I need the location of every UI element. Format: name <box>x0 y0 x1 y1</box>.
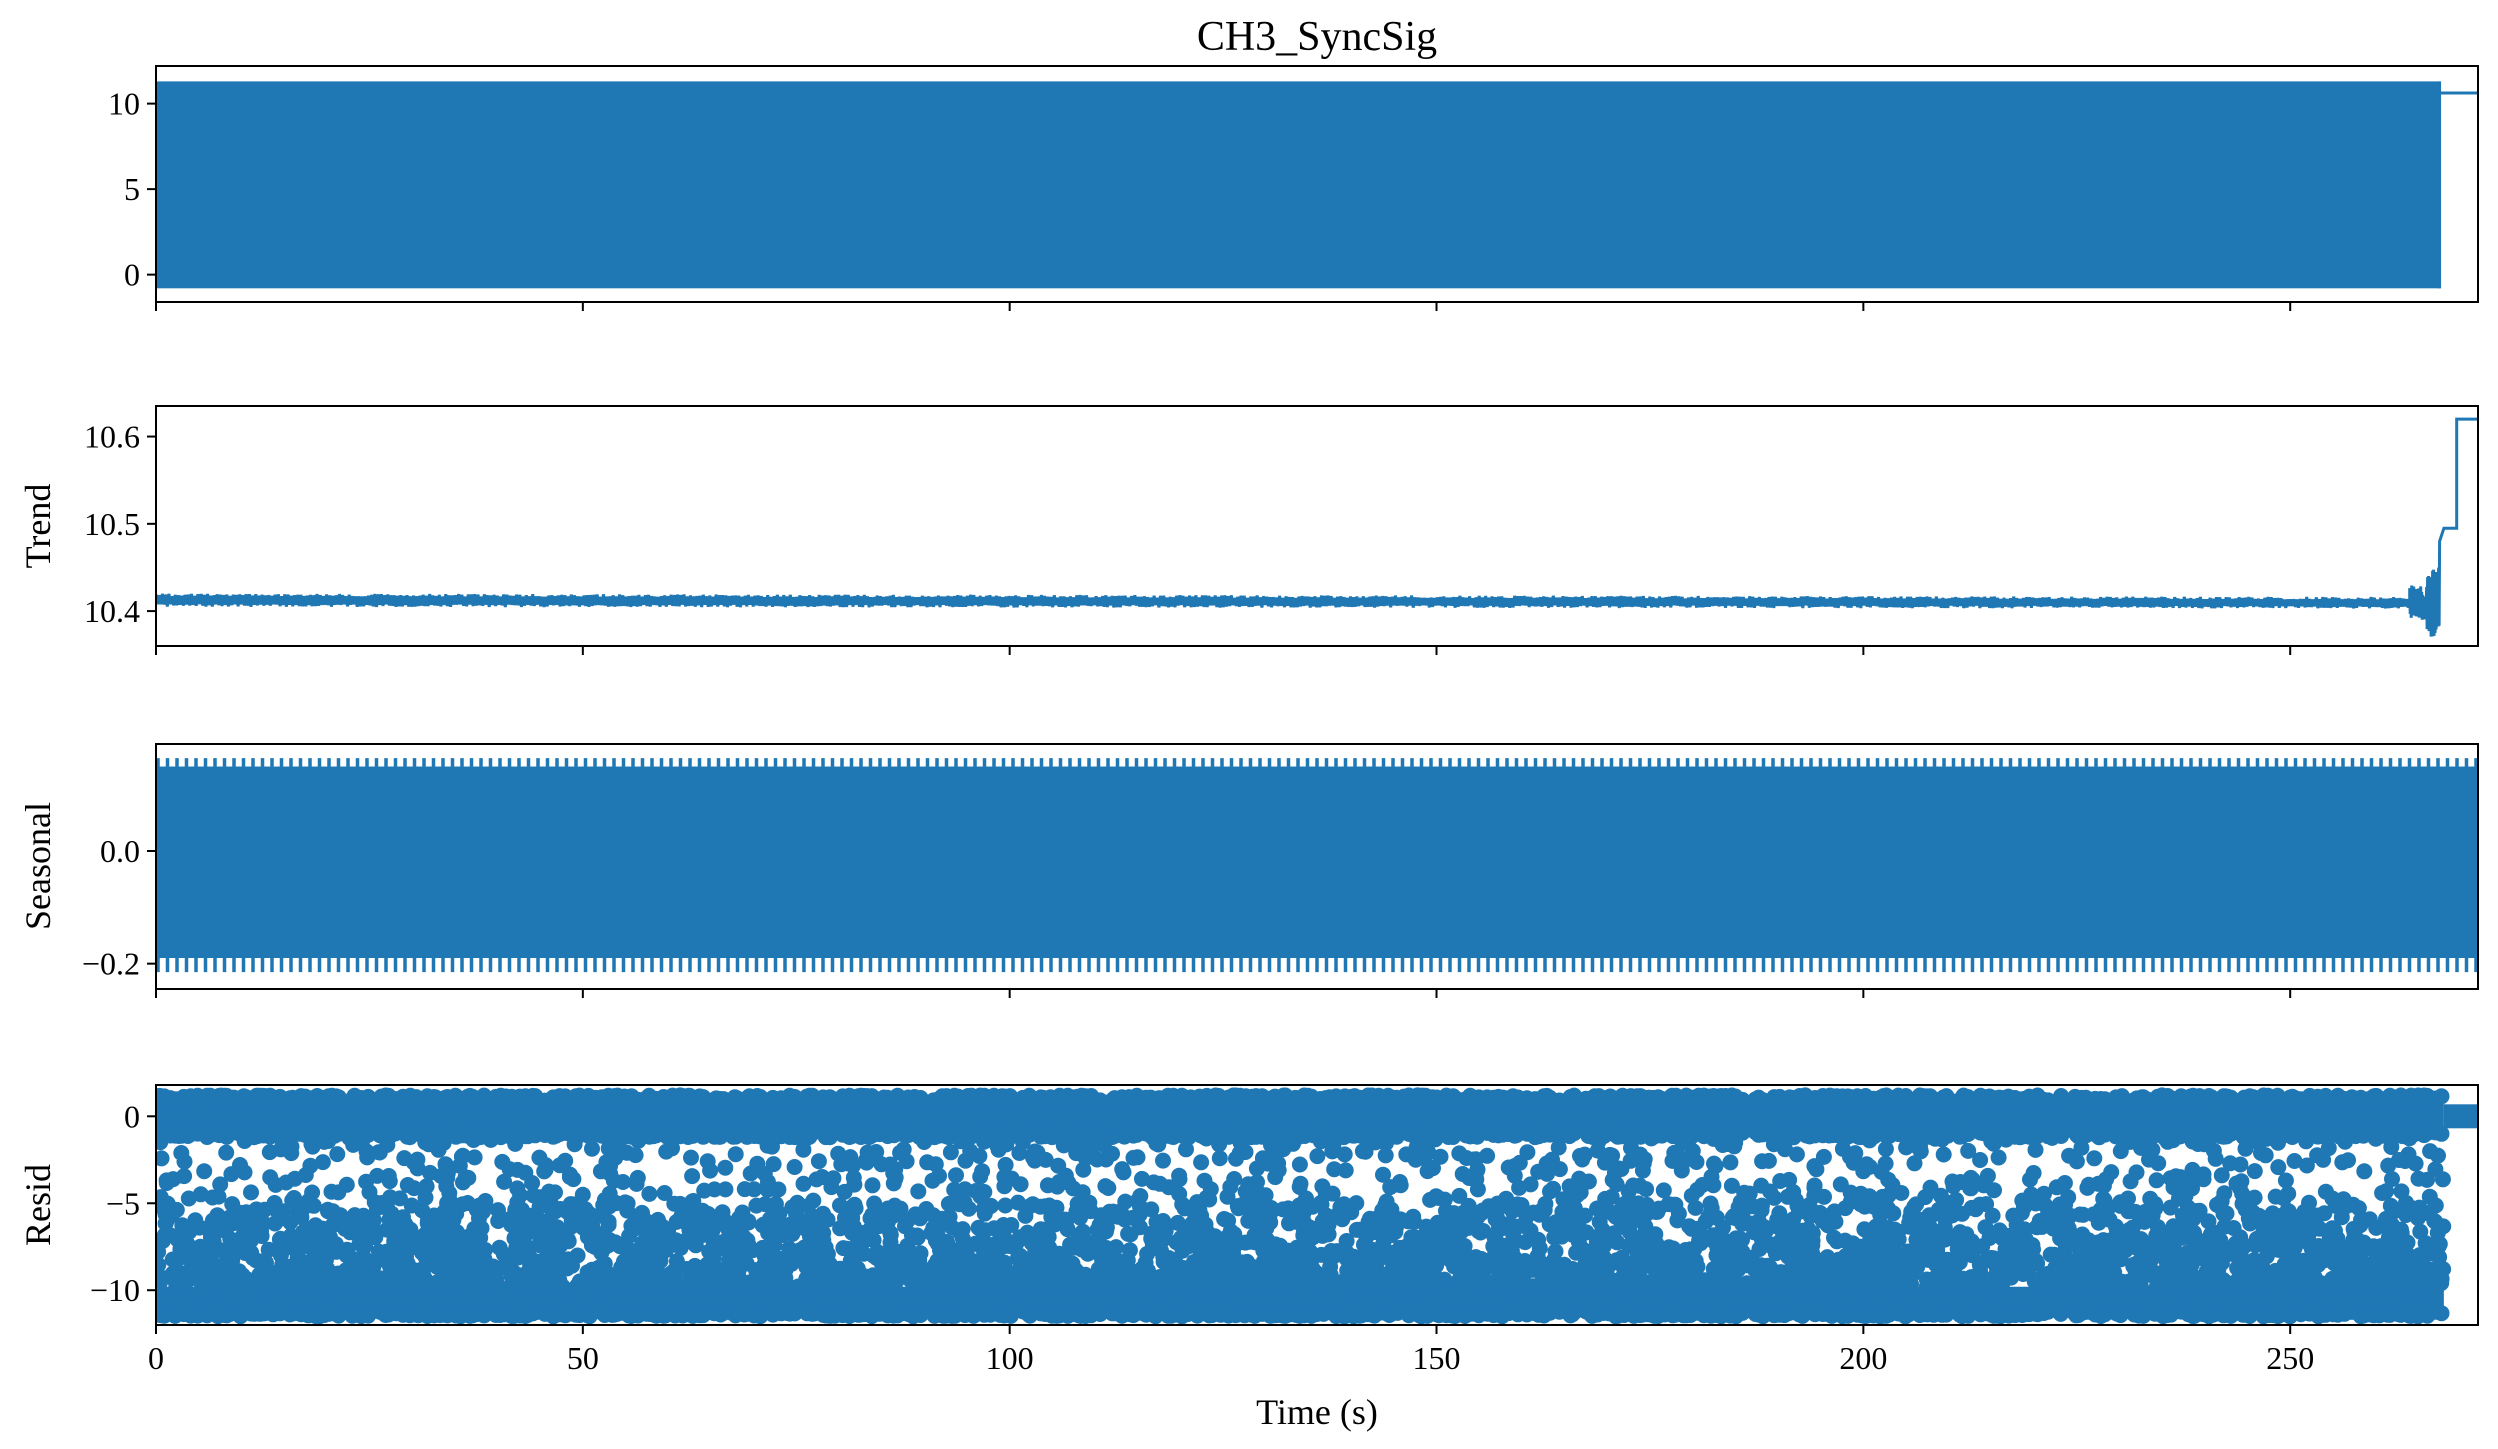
y-tick-label: 10 <box>108 86 140 122</box>
x-tick-label: 50 <box>567 1340 599 1376</box>
chart-title: CH3_SyncSig <box>1197 14 1437 60</box>
seasonal-x-ticks <box>155 989 2292 998</box>
seasonal-band <box>156 766 2478 959</box>
seasonal-series <box>156 758 2478 973</box>
trend-x-ticks <box>155 646 2292 655</box>
x-tick-label: 100 <box>986 1340 1034 1376</box>
y-tick-label: 10.4 <box>84 593 140 629</box>
y-tick-label: 0 <box>124 1098 140 1134</box>
y-tick-label: 0 <box>124 257 140 293</box>
x-tick-label: 200 <box>1839 1340 1887 1376</box>
y-tick-label: 10.5 <box>84 506 140 542</box>
panel-signal: 10 5 0 <box>108 65 2479 311</box>
signal-x-ticks <box>155 302 2292 311</box>
signal-frame <box>155 65 2479 303</box>
x-tick-label: 0 <box>148 1340 164 1376</box>
trend-ylabel: Trend <box>18 484 58 569</box>
signal-band <box>156 81 2440 289</box>
resid-frame <box>155 1084 2479 1326</box>
resid-tail <box>2443 1104 2478 1129</box>
seasonal-ylabel: Seasonal <box>18 802 58 930</box>
panel-trend: 10.6 10.5 10.4 Trend <box>18 405 2479 655</box>
panel-resid: 0 −5 −10 0 50 100 150 200 250 Resid Time (s) <box>18 1084 2479 1432</box>
resid-y-axis: 0 −5 −10 <box>90 1098 156 1308</box>
resid-x-axis: 0 50 100 150 200 250 <box>148 1325 2314 1376</box>
y-tick-label: −0.2 <box>82 946 140 982</box>
x-axis-label: Time (s) <box>1256 1392 1378 1432</box>
trend-line <box>156 417 2478 637</box>
resid-dots <box>156 1087 2452 1325</box>
resid-ylabel: Resid <box>18 1164 58 1246</box>
y-tick-label: −5 <box>106 1185 140 1221</box>
y-tick-label: 10.6 <box>84 419 140 455</box>
trend-series <box>156 417 2478 637</box>
trend-y-axis: 10.6 10.5 10.4 <box>84 419 156 629</box>
trend-frame <box>155 405 2479 647</box>
seasonal-y-axis: 0.0 −0.2 <box>82 833 156 982</box>
signal-series <box>156 81 2478 289</box>
y-tick-label: 0.0 <box>100 833 140 869</box>
x-tick-label: 150 <box>1413 1340 1461 1376</box>
signal-y-axis: 10 5 0 <box>108 86 156 293</box>
x-tick-label: 250 <box>2266 1340 2314 1376</box>
y-tick-label: 5 <box>124 171 140 207</box>
seasonal-teeth <box>156 758 2478 973</box>
seasonal-frame <box>155 743 2479 990</box>
resid-series <box>156 1087 2478 1325</box>
panel-seasonal: 0.0 −0.2 Seasonal <box>18 743 2479 998</box>
y-tick-label: −10 <box>90 1272 140 1308</box>
